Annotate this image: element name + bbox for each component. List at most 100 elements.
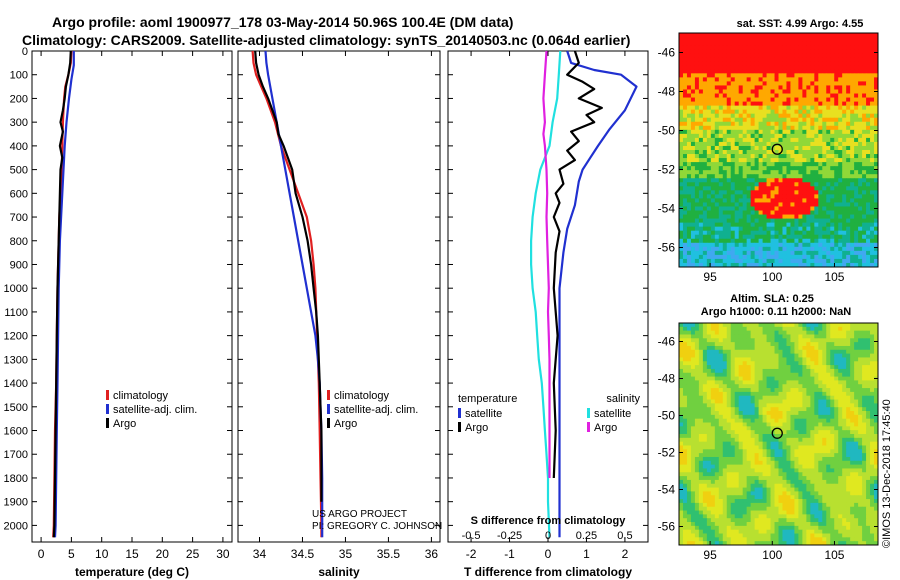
map-cell xyxy=(686,61,692,66)
map-cell xyxy=(850,45,855,50)
map-cell xyxy=(782,174,787,179)
map-cell xyxy=(870,342,875,347)
map-cell xyxy=(750,222,756,228)
map-cell xyxy=(782,376,787,381)
map-cell xyxy=(698,33,704,38)
map-cell xyxy=(866,210,871,215)
map-cell xyxy=(786,437,791,443)
map-cell xyxy=(714,45,720,50)
map-cell xyxy=(830,342,835,347)
map-cell xyxy=(710,65,716,70)
map-cell xyxy=(762,178,767,183)
map-cell xyxy=(842,234,847,240)
map-cell xyxy=(774,395,779,400)
map-cell xyxy=(810,37,815,42)
map-cell xyxy=(762,437,767,443)
map-cell xyxy=(774,384,779,389)
map-cell xyxy=(870,250,875,256)
map-cell xyxy=(850,194,855,199)
map-cell xyxy=(718,388,724,393)
map-cell xyxy=(778,353,783,358)
map-cell xyxy=(850,57,855,62)
map-cell xyxy=(730,133,736,139)
map-cell xyxy=(730,437,736,443)
map-cell xyxy=(690,391,696,397)
map-cell xyxy=(718,384,724,389)
map-cell xyxy=(842,411,847,416)
map-cell xyxy=(778,121,783,127)
map-cell xyxy=(806,388,811,393)
map-cell xyxy=(774,133,779,139)
map-cell xyxy=(778,158,783,163)
map-cell xyxy=(874,238,879,244)
map-cell xyxy=(806,246,811,252)
map-cell xyxy=(838,174,843,179)
map-cell xyxy=(762,85,767,90)
map-cell xyxy=(698,368,704,374)
map-cell xyxy=(722,145,728,151)
map-cell xyxy=(794,33,799,38)
map-cell xyxy=(734,158,740,163)
map-cell xyxy=(810,330,815,335)
map-cell xyxy=(778,456,783,462)
map-cell xyxy=(718,158,724,163)
map-cell xyxy=(702,384,708,389)
map-cell xyxy=(858,154,863,159)
map-cell xyxy=(770,89,775,94)
map-cell xyxy=(874,262,879,268)
map-cell xyxy=(846,145,851,151)
map-cell xyxy=(754,434,759,439)
map-cell xyxy=(758,230,763,236)
map-cell xyxy=(710,372,716,377)
map-cell xyxy=(806,141,811,147)
map-cell xyxy=(834,326,839,332)
map-cell xyxy=(818,226,823,232)
map-cell xyxy=(679,411,684,416)
map-cell xyxy=(758,391,763,397)
map-cell xyxy=(782,53,787,58)
map-cell xyxy=(782,345,787,351)
map-cell xyxy=(790,418,795,423)
map-cell xyxy=(834,395,839,400)
map-cell xyxy=(706,449,712,454)
map-cell xyxy=(750,242,756,248)
map-cell xyxy=(738,254,744,260)
map-cell xyxy=(834,182,839,187)
map-cell xyxy=(798,230,803,236)
map-cell xyxy=(870,174,875,179)
map-cell xyxy=(790,206,795,211)
map-cell xyxy=(706,166,712,171)
map-cell xyxy=(754,418,759,423)
map-cell xyxy=(866,49,871,54)
map-cell xyxy=(786,218,791,224)
map-cell xyxy=(802,380,807,385)
map-cell xyxy=(730,97,736,102)
map-cell xyxy=(714,186,720,191)
map-cell xyxy=(702,81,708,86)
map-cell xyxy=(778,338,783,343)
map-cell xyxy=(686,182,692,187)
map-cell xyxy=(694,65,700,70)
map-cell xyxy=(718,170,724,175)
map-cell xyxy=(738,182,744,187)
map-cell xyxy=(754,73,759,78)
map-cell xyxy=(838,407,843,412)
map-cell xyxy=(870,422,875,427)
map-cell xyxy=(734,190,740,195)
map-cell xyxy=(774,170,779,175)
map-cell xyxy=(854,97,859,102)
map-cell xyxy=(814,388,819,393)
map-cell xyxy=(778,57,783,62)
map-cell xyxy=(774,97,779,102)
map-cell xyxy=(718,137,724,143)
map-cell xyxy=(854,418,859,423)
map-cell xyxy=(679,57,684,62)
map-cell xyxy=(778,258,783,264)
map-cell xyxy=(722,238,728,244)
map-cell xyxy=(830,445,835,450)
map-cell xyxy=(722,125,728,131)
map-cell xyxy=(806,61,811,66)
map-cell xyxy=(722,49,728,54)
map-cell xyxy=(810,109,815,115)
map-cell xyxy=(802,403,807,408)
